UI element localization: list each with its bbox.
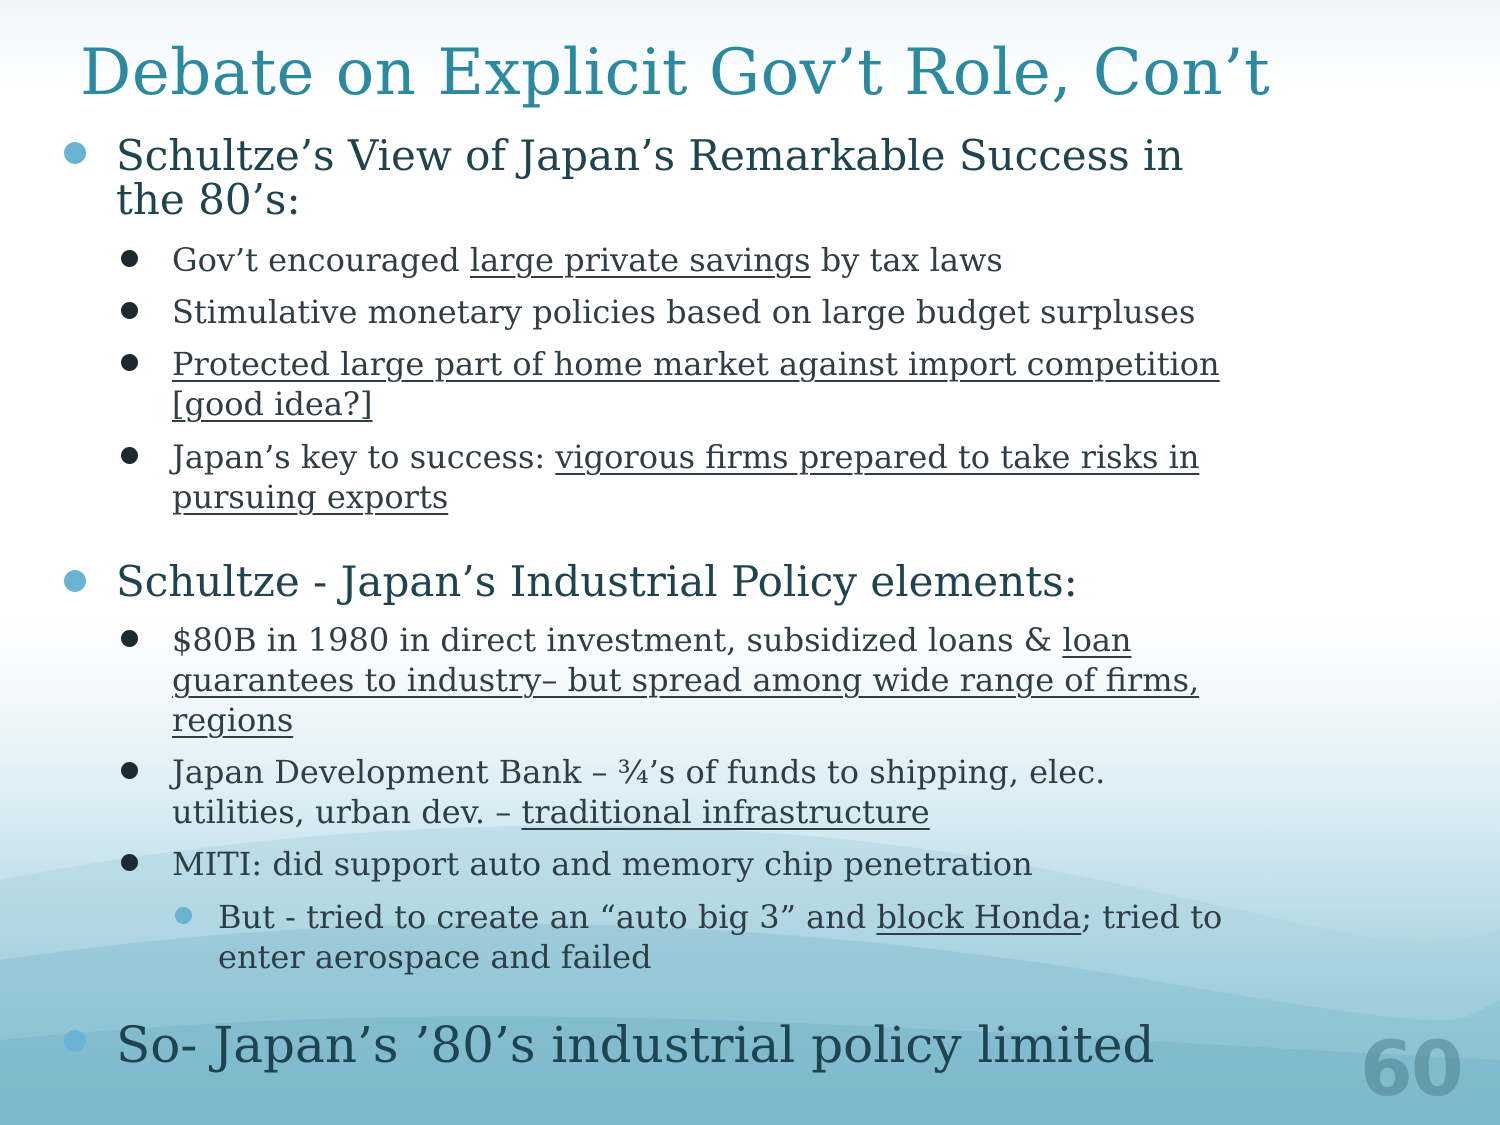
item-text: But - tried to create an “auto big 3” an… — [218, 898, 877, 936]
bullet-icon — [121, 302, 138, 319]
bullet-icon — [121, 762, 138, 779]
section1-heading: Schultze’s View of Japan’s Remarkable Su… — [116, 131, 1184, 224]
item-text: by tax laws — [810, 241, 1003, 279]
bullet-icon — [121, 447, 138, 464]
bullet-icon — [64, 1030, 86, 1052]
list-item: MITI: did support auto and memory chip p… — [172, 845, 1033, 883]
emphasis-text: loan guarantees to industry– but spread … — [172, 621, 1200, 739]
sub-bullet-icon — [175, 907, 192, 924]
list-item: Gov’t encouraged large private savings b… — [172, 240, 1232, 280]
list-item: Protected large part of home market agai… — [172, 344, 1232, 424]
section2-heading: Schultze - Japan’s Industrial Policy ele… — [116, 557, 1078, 606]
list-item: Stimulative monetary policies based on l… — [172, 293, 1196, 331]
item-text: Japan’s key to success: — [172, 438, 556, 476]
bullet-icon — [121, 250, 138, 267]
emphasis-text: block Honda — [876, 898, 1082, 936]
bullet-icon — [121, 854, 138, 871]
emphasis-text: traditional infrastructure — [521, 793, 930, 831]
emphasis-text: Protected large part of home market agai… — [172, 345, 1220, 423]
list-item: Japan’s key to success: vigorous firms p… — [172, 437, 1232, 517]
slide-title: Debate on Explicit Gov’t Role, Con’t — [80, 36, 1271, 110]
emphasis-text: vigorous firms prepared to take risks in… — [172, 438, 1200, 516]
bullet-icon — [121, 354, 138, 371]
conclusion-text: So- Japan’s ’80’s industrial policy limi… — [116, 1016, 1155, 1074]
list-item: Japan Development Bank – ¾’s of funds to… — [172, 752, 1232, 832]
item-text: $80B in 1980 in direct investment, subsi… — [172, 621, 1063, 659]
bullet-icon — [64, 142, 86, 164]
bullet-icon — [121, 630, 138, 647]
list-item: $80B in 1980 in direct investment, subsi… — [172, 620, 1232, 740]
item-text: ; tried to enter aerospace and failed — [218, 898, 1223, 976]
emphasis-text: large private savings — [469, 241, 811, 279]
sub-list-item: But - tried to create an “auto big 3” an… — [218, 897, 1258, 977]
page-number: 60 — [1360, 1024, 1464, 1113]
bullet-icon — [64, 570, 86, 592]
item-text: Japan Development Bank – ¾’s of funds to… — [172, 753, 1106, 831]
item-text: Gov’t encouraged — [172, 241, 470, 279]
